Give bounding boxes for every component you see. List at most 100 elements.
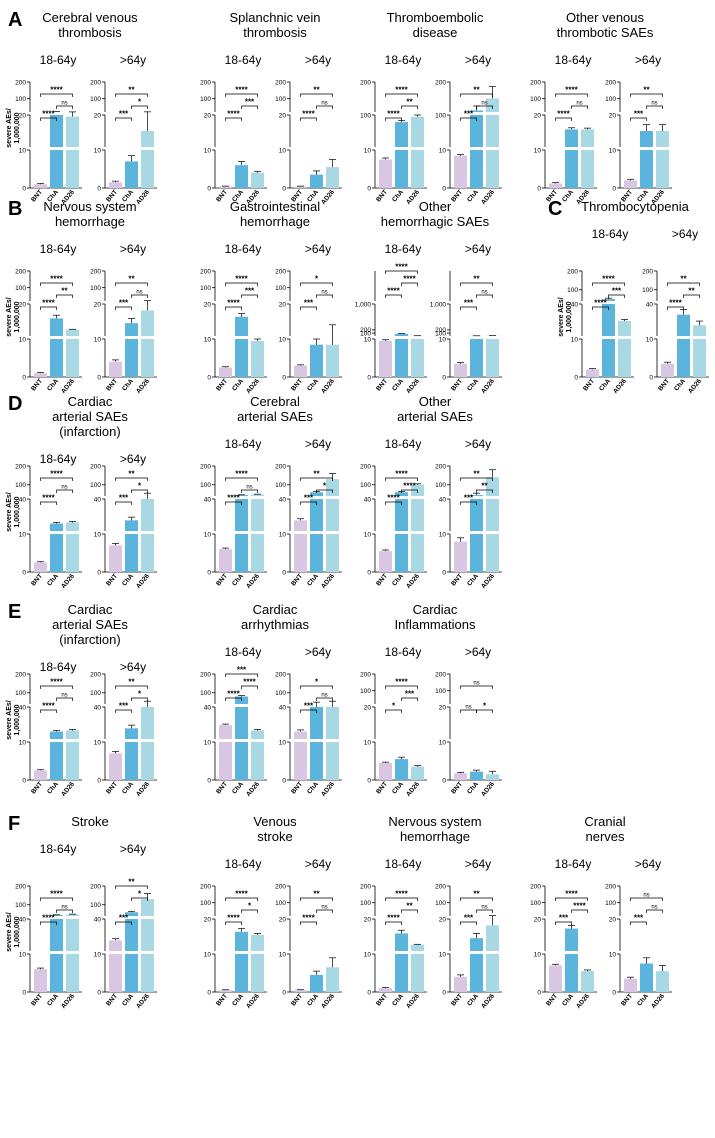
significance-label: *: [483, 702, 487, 711]
bar-bnt: [219, 186, 232, 188]
bar-bnt: [219, 725, 232, 780]
y-tick-label: 0: [537, 185, 541, 192]
y-tick-label: 100: [530, 900, 541, 907]
x-tick-label: ChA: [561, 993, 575, 1008]
bar-bnt: [549, 183, 562, 188]
x-tick-label: AD26: [687, 377, 703, 395]
age-label: 18-64y: [225, 53, 262, 67]
bar-bnt: [34, 770, 47, 780]
y-tick-label: 200: [275, 463, 286, 470]
significance-label: ***: [634, 914, 644, 923]
significance-bracket: [56, 294, 73, 298]
x-tick-label: AD26: [320, 780, 336, 798]
y-tick-label: 20: [204, 916, 212, 923]
chart-title-line: Inflammations: [395, 617, 476, 632]
x-tick-label: AD26: [135, 377, 151, 395]
bar-cha: [50, 731, 63, 780]
y-tick-label: 100: [275, 690, 286, 697]
x-tick-label: AD26: [320, 992, 336, 1010]
significance-label: ****: [227, 914, 240, 923]
significance-label: ****: [50, 86, 63, 95]
significance-bracket: [401, 282, 418, 286]
x-tick-label: ChA: [46, 781, 60, 796]
y-tick-label: 0: [442, 374, 446, 381]
axis-break: [140, 531, 155, 534]
y-tick-label: 0: [367, 185, 371, 192]
bar-bnt: [219, 990, 232, 992]
significance-label: ****: [42, 494, 55, 503]
y-tick-label: 100: [90, 482, 101, 489]
x-tick-label: AD26: [480, 377, 496, 395]
age-label: >64y: [672, 227, 698, 241]
y-tick-label: 0: [22, 374, 26, 381]
significance-label: ***: [559, 914, 569, 923]
x-tick-label: ChA: [636, 993, 650, 1008]
y-tick-label: 0: [367, 989, 371, 996]
y-tick-label: 100: [567, 287, 578, 294]
significance-label: ***: [464, 494, 474, 503]
bar-bnt: [379, 159, 392, 188]
significance-bracket: [401, 697, 418, 701]
significance-label: ****: [395, 86, 408, 95]
significance-label: ****: [50, 678, 63, 687]
chart-title-line: arterial SAEs: [397, 409, 473, 424]
axis-break: [65, 531, 80, 534]
axis-break: [65, 739, 80, 742]
age-label: >64y: [635, 53, 661, 67]
bar-bnt: [624, 180, 637, 188]
y-tick-label: 200: [360, 327, 371, 334]
significance-label: *: [392, 702, 396, 711]
axis-break: [309, 496, 324, 499]
axis-break: [234, 739, 249, 742]
significance-label: ns: [651, 101, 657, 107]
y-tick-label: 0: [22, 185, 26, 192]
y-tick-label: 200: [360, 463, 371, 470]
panel-letter: F: [8, 813, 20, 835]
x-tick-label: AD26: [480, 780, 496, 798]
significance-bracket: [592, 282, 625, 286]
significance-bracket: [460, 501, 477, 505]
significance-bracket: [401, 105, 418, 109]
axis-break: [469, 951, 484, 954]
y-axis-label: severe AEs/: [6, 492, 13, 531]
bar-bnt: [454, 363, 467, 377]
y-tick-label: 10: [534, 951, 542, 958]
significance-label: ns: [321, 905, 327, 911]
chart-panel-0: A Cerebral venousthrombosis18-64y01020100…: [6, 9, 157, 206]
significance-bracket: [300, 897, 333, 901]
significance-bracket: [131, 697, 148, 701]
significance-bracket: [56, 105, 73, 109]
significance-label: ****: [227, 690, 240, 699]
y-tick-label: 200: [530, 883, 541, 890]
y-axis-label: severe AEs/: [6, 108, 13, 147]
axis-break: [676, 336, 691, 339]
axis-break: [124, 336, 139, 339]
significance-bracket: [683, 294, 700, 298]
significance-label: ***: [464, 110, 474, 119]
y-tick-label: 0: [97, 569, 101, 576]
axis-break: [394, 531, 409, 534]
bar-ad26: [486, 477, 499, 572]
significance-bracket: [225, 117, 242, 121]
significance-bracket: [300, 117, 317, 121]
significance-label: ns: [473, 681, 479, 687]
significance-label: **: [313, 890, 320, 899]
significance-bracket: [460, 477, 493, 481]
age-label: >64y: [120, 842, 146, 856]
y-tick-label: 10: [204, 951, 212, 958]
x-tick-label: AD26: [135, 572, 151, 590]
significance-bracket: [115, 885, 148, 889]
chart-title-line: Stroke: [71, 814, 109, 829]
y-tick-label: 100: [90, 690, 101, 697]
bar-bnt: [379, 762, 392, 780]
x-tick-label: ChA: [231, 573, 245, 588]
significance-label: ***: [464, 914, 474, 923]
x-tick-label: ChA: [561, 189, 575, 204]
bar-ad26: [411, 944, 424, 992]
axis-break: [140, 147, 155, 150]
y-tick-label: 0: [207, 777, 211, 784]
significance-label: ***: [119, 494, 129, 503]
panel-letter: A: [8, 9, 22, 31]
